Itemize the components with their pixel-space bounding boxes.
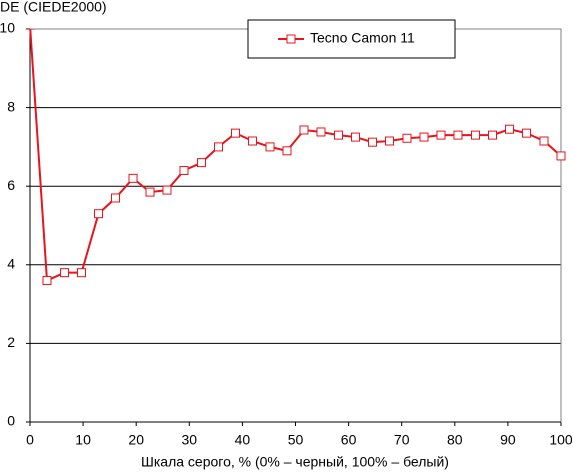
y-tick-label: 10 [0, 20, 15, 36]
y-axis-label: DE (CIEDE2000) [0, 0, 107, 15]
legend-marker [286, 34, 296, 44]
point-marker [145, 187, 155, 197]
point-marker [230, 128, 240, 138]
point-marker [539, 136, 549, 146]
series-line [29, 29, 562, 283]
point-marker [453, 130, 463, 140]
point-marker [488, 130, 498, 140]
point-marker [299, 125, 309, 135]
point-marker [42, 276, 52, 286]
point-marker [402, 133, 412, 143]
point-marker [162, 185, 172, 195]
y-tick-label: 8 [7, 98, 15, 114]
point-marker [247, 136, 257, 146]
y-tick-label: 0 [7, 413, 15, 429]
point-marker [316, 127, 326, 137]
y-tick-label: 4 [7, 256, 15, 272]
x-tick-label: 10 [75, 432, 91, 448]
point-marker [436, 130, 446, 140]
x-axis-label: Шкала серого, % (0% – черный, 100% – бел… [141, 454, 449, 470]
x-tick-label: 20 [128, 432, 144, 448]
point-marker [128, 173, 138, 183]
x-tick-label: 90 [500, 432, 516, 448]
point-marker [367, 137, 377, 147]
point-marker [179, 165, 189, 175]
point-marker [334, 130, 344, 140]
x-tick-label: 50 [288, 432, 304, 448]
point-marker [214, 142, 224, 152]
point-marker [110, 193, 120, 203]
point-marker [25, 29, 35, 30]
point-marker [504, 124, 514, 134]
point-marker [556, 151, 566, 161]
x-tick-label: 60 [341, 432, 357, 448]
point-marker [77, 268, 87, 278]
point-marker [351, 132, 361, 142]
point-marker [265, 142, 275, 152]
x-tick-label: 70 [394, 432, 410, 448]
point-marker [60, 268, 70, 278]
point-marker [282, 146, 292, 156]
point-marker [93, 209, 103, 219]
point-marker [384, 136, 394, 146]
point-marker [419, 132, 429, 142]
plot-frame [29, 28, 562, 423]
x-tick-label: 80 [447, 432, 463, 448]
x-tick-label: 0 [26, 432, 34, 448]
x-tick-label: 100 [549, 432, 573, 448]
legend-label: Tecno Camon 11 [310, 30, 415, 46]
y-tick-label: 6 [7, 177, 15, 193]
point-marker [471, 130, 481, 140]
x-tick-label: 30 [182, 432, 198, 448]
y-tick-label: 2 [7, 334, 15, 350]
point-marker [521, 128, 531, 138]
point-marker [197, 158, 207, 168]
x-tick-label: 40 [235, 432, 251, 448]
